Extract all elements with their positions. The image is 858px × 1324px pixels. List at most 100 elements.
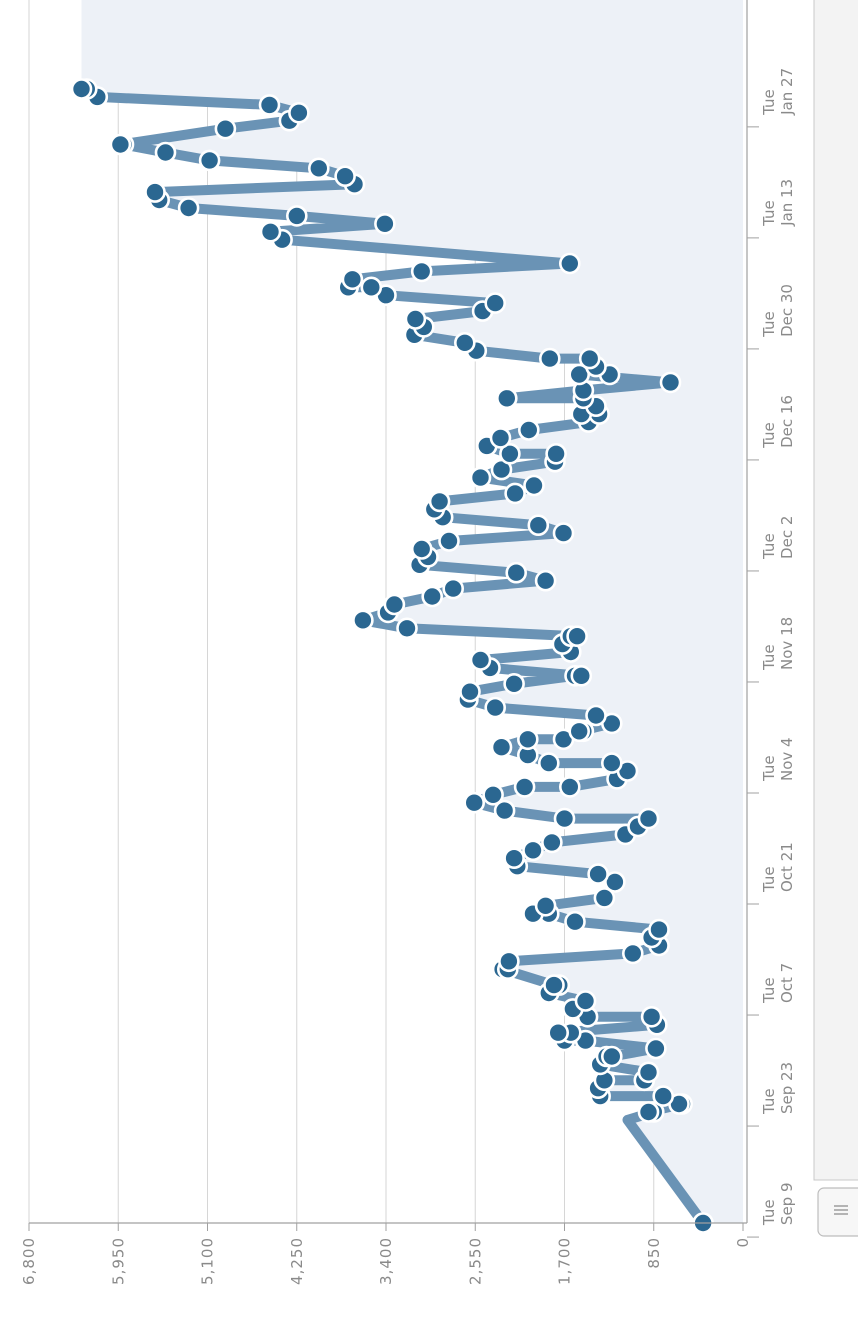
data-point[interactable]: [593, 887, 616, 909]
data-point[interactable]: [522, 839, 544, 862]
data-point[interactable]: [198, 149, 221, 172]
data-point[interactable]: [469, 466, 492, 489]
data-point[interactable]: [442, 577, 465, 600]
date-tick-day: Tue: [760, 755, 778, 782]
data-point[interactable]: [438, 530, 460, 552]
data-point[interactable]: [541, 831, 563, 854]
data-point[interactable]: [383, 593, 406, 616]
data-point[interactable]: [547, 1021, 570, 1044]
data-point[interactable]: [288, 102, 310, 124]
data-point[interactable]: [177, 197, 200, 219]
data-point[interactable]: [637, 1101, 660, 1123]
data-point[interactable]: [469, 649, 492, 671]
data-point[interactable]: [537, 752, 560, 774]
data-point[interactable]: [503, 847, 525, 870]
data-point[interactable]: [259, 221, 282, 243]
data-point[interactable]: [640, 1005, 663, 1028]
data-point[interactable]: [428, 490, 451, 513]
data-point[interactable]: [334, 165, 356, 187]
data-point[interactable]: [587, 863, 609, 885]
data-point[interactable]: [652, 1085, 675, 1107]
value-axis-tick-labels: 0 850 1,700 2,550 3,400 4,250 5,100 5,950 6,800: [20, 1223, 752, 1285]
data-point[interactable]: [523, 474, 545, 497]
date-tick-label: Tue Nov 18: [760, 617, 796, 671]
data-point[interactable]: [538, 347, 561, 370]
data-point[interactable]: [505, 561, 528, 584]
data-point[interactable]: [453, 331, 476, 354]
date-tick-date: Sep 23: [778, 1062, 796, 1114]
data-point[interactable]: [499, 442, 521, 465]
data-point[interactable]: [410, 260, 433, 283]
value-tick-label: 5,950: [109, 1237, 127, 1285]
data-point[interactable]: [552, 522, 575, 544]
data-point[interactable]: [585, 704, 607, 727]
date-tick-label: Tue Sep 23: [760, 1062, 796, 1115]
date-tick-day: Tue: [760, 1088, 778, 1115]
data-point[interactable]: [352, 609, 374, 632]
data-point[interactable]: [214, 117, 237, 140]
data-point[interactable]: [493, 799, 516, 822]
data-point[interactable]: [570, 664, 593, 687]
data-point[interactable]: [484, 696, 507, 719]
data-point[interactable]: [154, 141, 177, 164]
data-point[interactable]: [574, 990, 597, 1012]
data-point[interactable]: [553, 807, 576, 830]
data-point[interactable]: [70, 78, 93, 100]
data-point[interactable]: [503, 672, 525, 695]
data-point[interactable]: [341, 268, 364, 291]
date-tick-date: Dec 16: [778, 395, 796, 448]
data-point[interactable]: [568, 720, 591, 743]
data-point[interactable]: [285, 205, 308, 227]
data-point[interactable]: [258, 94, 281, 116]
data-point[interactable]: [516, 728, 539, 751]
data-point[interactable]: [600, 752, 623, 774]
date-tick-date: Oct 21: [778, 842, 796, 892]
data-point[interactable]: [645, 1037, 667, 1060]
data-point[interactable]: [545, 442, 567, 465]
data-point[interactable]: [543, 974, 565, 996]
data-point[interactable]: [498, 950, 520, 973]
data-point[interactable]: [490, 736, 513, 759]
data-point[interactable]: [374, 213, 396, 235]
data-point[interactable]: [534, 894, 557, 917]
data-point[interactable]: [504, 482, 526, 505]
date-tick-label: Tue Oct 7: [760, 963, 796, 1004]
data-point[interactable]: [144, 181, 166, 203]
data-point[interactable]: [459, 680, 481, 703]
data-point[interactable]: [307, 157, 330, 180]
data-point[interactable]: [410, 538, 433, 560]
data-point[interactable]: [558, 252, 581, 275]
data-point[interactable]: [495, 387, 518, 410]
data-point[interactable]: [534, 569, 557, 592]
data-point[interactable]: [463, 791, 486, 814]
scrollbar[interactable]: [813, 0, 858, 1237]
scrollbar-handle[interactable]: [817, 1187, 858, 1237]
data-point[interactable]: [396, 617, 418, 640]
data-point[interactable]: [600, 1045, 623, 1068]
data-point[interactable]: [527, 514, 550, 537]
data-point[interactable]: [482, 783, 504, 806]
data-point[interactable]: [566, 625, 588, 648]
data-point[interactable]: [637, 807, 660, 830]
date-tick-label: Tue Oct 21: [760, 842, 796, 893]
data-point[interactable]: [578, 347, 601, 370]
data-point[interactable]: [621, 942, 644, 965]
data-point[interactable]: [404, 308, 427, 330]
data-point[interactable]: [648, 918, 670, 941]
date-tick-date: Oct 7: [778, 963, 796, 1003]
data-point[interactable]: [421, 585, 444, 608]
data-point[interactable]: [360, 276, 383, 299]
data-point[interactable]: [489, 427, 512, 449]
data-point[interactable]: [659, 371, 682, 394]
data-point[interactable]: [517, 419, 540, 441]
data-point[interactable]: [513, 776, 536, 798]
date-tick-day: Tue: [760, 644, 778, 671]
data-point[interactable]: [558, 776, 581, 798]
data-point[interactable]: [637, 1061, 660, 1084]
data-point[interactable]: [484, 292, 507, 314]
date-tick-date: Nov 4: [778, 737, 796, 781]
data-point[interactable]: [109, 133, 132, 156]
data-point[interactable]: [564, 910, 586, 933]
